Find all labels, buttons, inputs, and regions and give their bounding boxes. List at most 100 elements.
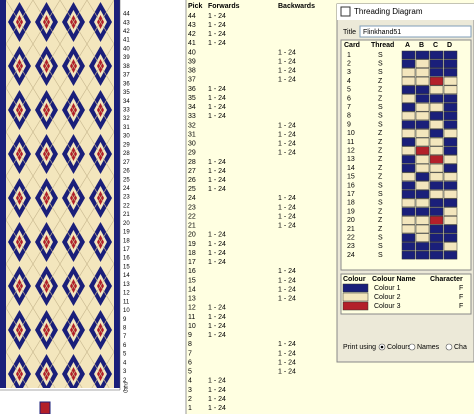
thread: Z <box>378 208 383 215</box>
thread-colour <box>443 189 458 199</box>
thread: Z <box>378 87 383 94</box>
pick-cell: 27 <box>188 168 196 175</box>
thread-colour <box>429 146 444 155</box>
card-number: 19 <box>347 208 355 215</box>
card-header: Card <box>344 42 360 49</box>
thread-colour <box>429 94 444 103</box>
thread-colour <box>429 111 444 121</box>
thread-colour <box>443 94 458 103</box>
radio-button[interactable] <box>408 343 416 351</box>
thread: Z <box>378 217 383 224</box>
pick-number: 33 <box>123 107 130 113</box>
colour-character: F <box>459 285 463 292</box>
forwards-cell: 1 - 24 <box>208 168 226 175</box>
thread-colour <box>401 146 416 155</box>
column-header: Forwards <box>208 3 240 10</box>
thread-colour <box>443 102 458 112</box>
pick-number: 18 <box>123 238 130 244</box>
forwards-cell: 1 - 24 <box>208 332 226 339</box>
thread-colour <box>415 250 430 260</box>
pick-cell: 26 <box>188 177 196 184</box>
pick-cell: 30 <box>188 141 196 148</box>
pick-number: 42 <box>123 29 130 35</box>
pick-cell: 1 <box>188 405 192 412</box>
forwards-cell: 1 - 24 <box>208 396 226 403</box>
pick-number: 1 <box>123 387 127 393</box>
thread: Z <box>378 130 383 137</box>
backwards-cell: 1 - 24 <box>278 77 296 84</box>
pick-number: 14 <box>123 273 130 279</box>
radio-button[interactable] <box>445 343 453 351</box>
thread-colour <box>443 216 458 225</box>
backwards-cell: 1 - 24 <box>278 131 296 138</box>
colour-character: F <box>459 294 463 301</box>
thread-colour <box>401 129 416 138</box>
pick-cell: 11 <box>188 314 195 321</box>
card-header: Thread <box>371 42 394 49</box>
forwards-cell: 1 - 24 <box>208 95 226 102</box>
pick-cell: 33 <box>188 113 196 120</box>
card-number: 23 <box>347 243 355 250</box>
card-number: 24 <box>347 252 355 259</box>
pick-number: 17 <box>123 247 130 253</box>
thread: S <box>378 252 383 259</box>
thread: S <box>378 182 383 189</box>
pick-cell: 10 <box>188 323 196 330</box>
thread-colour <box>401 207 416 216</box>
thread-colour <box>443 76 458 86</box>
thread-colour <box>443 250 458 260</box>
thread-colour <box>443 59 458 68</box>
thread-colour <box>443 224 458 234</box>
pick-number: 13 <box>123 282 130 288</box>
thread: S <box>378 243 383 250</box>
thread-colour <box>429 207 444 216</box>
pick-cell: 22 <box>188 213 196 220</box>
pick-number: 38 <box>123 64 130 70</box>
card-number: 15 <box>347 174 355 181</box>
pick-number: 36 <box>123 81 130 87</box>
card-number: 11 <box>347 139 354 146</box>
colour-swatch <box>342 292 369 302</box>
thread-colour <box>415 224 430 234</box>
pick-number: 37 <box>123 73 130 79</box>
forwards-cell: 1 - 24 <box>208 405 226 412</box>
forwards-cell: 1 - 24 <box>208 13 226 20</box>
colour-character: F <box>459 303 463 310</box>
pick-cell: 12 <box>188 305 196 312</box>
pick-cell: 41 <box>188 40 196 47</box>
window-title: Threading Diagram <box>354 7 423 16</box>
pick-number: 2 <box>123 378 127 384</box>
card-number: 5 <box>347 87 351 94</box>
pick-number: 11 <box>123 299 130 305</box>
pick-cell: 18 <box>188 250 196 257</box>
forwards-cell: 1 - 24 <box>208 387 226 394</box>
thread-colour <box>415 129 430 138</box>
card-number: 18 <box>347 200 355 207</box>
pick-cell: 19 <box>188 241 196 248</box>
forwards-cell: 1 - 24 <box>208 31 226 38</box>
thread-colour <box>429 129 444 138</box>
forwards-cell: 1 - 24 <box>208 305 226 312</box>
thread: S <box>378 61 383 68</box>
pick-number: 32 <box>123 116 130 122</box>
thread-colour <box>429 189 444 199</box>
colour-header: Colour Name <box>372 276 416 283</box>
backwards-cell: 1 - 24 <box>278 286 296 293</box>
backwards-cell: 1 - 24 <box>278 350 296 357</box>
pick-cell: 21 <box>188 223 196 230</box>
title-input[interactable] <box>359 25 472 38</box>
thread-colour <box>443 172 458 182</box>
pick-number: 25 <box>123 177 130 183</box>
thread-colour <box>429 224 444 234</box>
pick-cell: 42 <box>188 31 196 38</box>
thread-colour <box>401 68 416 77</box>
card-number: 22 <box>347 235 355 242</box>
pick-cell: 20 <box>188 232 196 239</box>
forwards-cell: 1 - 24 <box>208 104 226 111</box>
thread: Z <box>378 174 383 181</box>
print-option: Names <box>417 344 440 351</box>
thread-colour <box>443 50 458 60</box>
thread-colour <box>401 233 416 242</box>
